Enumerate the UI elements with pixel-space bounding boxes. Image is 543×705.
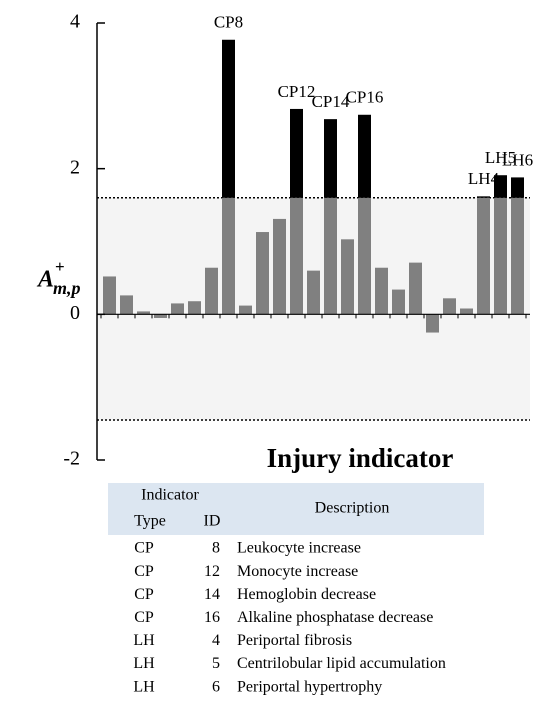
bar — [154, 314, 167, 318]
bar — [256, 232, 269, 315]
table-header: ID — [204, 513, 221, 530]
bar — [477, 197, 490, 315]
bar — [460, 308, 473, 315]
bar — [103, 276, 116, 315]
cell-description: Hemoglobin decrease — [237, 586, 376, 603]
bar — [273, 218, 286, 315]
bar — [188, 301, 201, 315]
bar — [205, 267, 218, 315]
bar — [341, 239, 354, 315]
table-header: Indicator — [141, 487, 199, 504]
cell-description: Periportal hypertrophy — [237, 678, 382, 695]
bar — [171, 303, 184, 315]
cell-description: Leukocyte increase — [237, 540, 361, 557]
table-header-bg — [108, 483, 484, 535]
cell-type: CP — [134, 540, 154, 557]
bar-highlight — [324, 119, 337, 198]
bar-highlight — [477, 196, 490, 198]
bar — [426, 314, 439, 333]
bar-label: LH5 — [485, 148, 516, 167]
table-header: Type — [134, 513, 166, 530]
bar-highlight — [222, 39, 235, 198]
cell-description: Centrilobular lipid accumulation — [237, 655, 446, 672]
bar-label: CP16 — [346, 88, 384, 107]
bar — [307, 270, 320, 315]
y-tick-label: 2 — [70, 156, 80, 178]
y-label-sup: + — [55, 257, 65, 276]
cell-id: 16 — [204, 609, 220, 626]
cell-id: 4 — [212, 632, 220, 649]
table-header: Description — [315, 500, 390, 517]
bar — [375, 267, 388, 315]
bar-label: CP8 — [214, 13, 243, 32]
bar-label: CP12 — [278, 82, 316, 101]
bar — [222, 197, 235, 315]
y-label-sub: m,p — [53, 278, 81, 298]
cell-id: 5 — [212, 655, 220, 672]
bar — [443, 298, 456, 315]
bar — [358, 197, 371, 315]
cell-id: 12 — [204, 563, 220, 580]
cell-description: Monocyte increase — [237, 563, 358, 580]
bar — [137, 311, 150, 315]
bar-highlight — [511, 177, 524, 198]
bar-label: LH6 — [502, 150, 533, 169]
y-tick-label: 4 — [70, 11, 80, 33]
cell-id: 14 — [204, 586, 220, 603]
bar — [409, 262, 422, 315]
bar-highlight — [494, 175, 507, 198]
cell-type: LH — [133, 678, 155, 695]
cell-id: 6 — [212, 678, 220, 695]
bar-highlight — [358, 114, 371, 198]
y-tick-label: -2 — [63, 448, 80, 470]
bar — [290, 197, 303, 315]
cell-type: CP — [134, 609, 154, 626]
y-axis-label: A + m,p — [36, 257, 81, 298]
cell-type: CP — [134, 586, 154, 603]
bar — [324, 197, 337, 315]
bar — [392, 289, 405, 315]
cell-type: LH — [133, 655, 155, 672]
cell-type: LH — [133, 632, 155, 649]
cell-type: CP — [134, 563, 154, 580]
bar — [239, 305, 252, 315]
y-tick-label: 0 — [70, 302, 80, 324]
bar — [120, 295, 133, 315]
cell-id: 8 — [212, 540, 220, 557]
bar-label: CP14 — [312, 92, 350, 111]
cell-description: Periportal fibrosis — [237, 632, 352, 649]
x-axis-label: Injury indicator — [267, 443, 454, 473]
bar-label: LH4 — [468, 169, 500, 188]
bar — [494, 197, 507, 315]
bar-highlight — [290, 108, 303, 198]
cell-description: Alkaline phosphatase decrease — [237, 609, 433, 626]
bar — [511, 197, 524, 315]
y-label-base: A — [36, 267, 54, 293]
